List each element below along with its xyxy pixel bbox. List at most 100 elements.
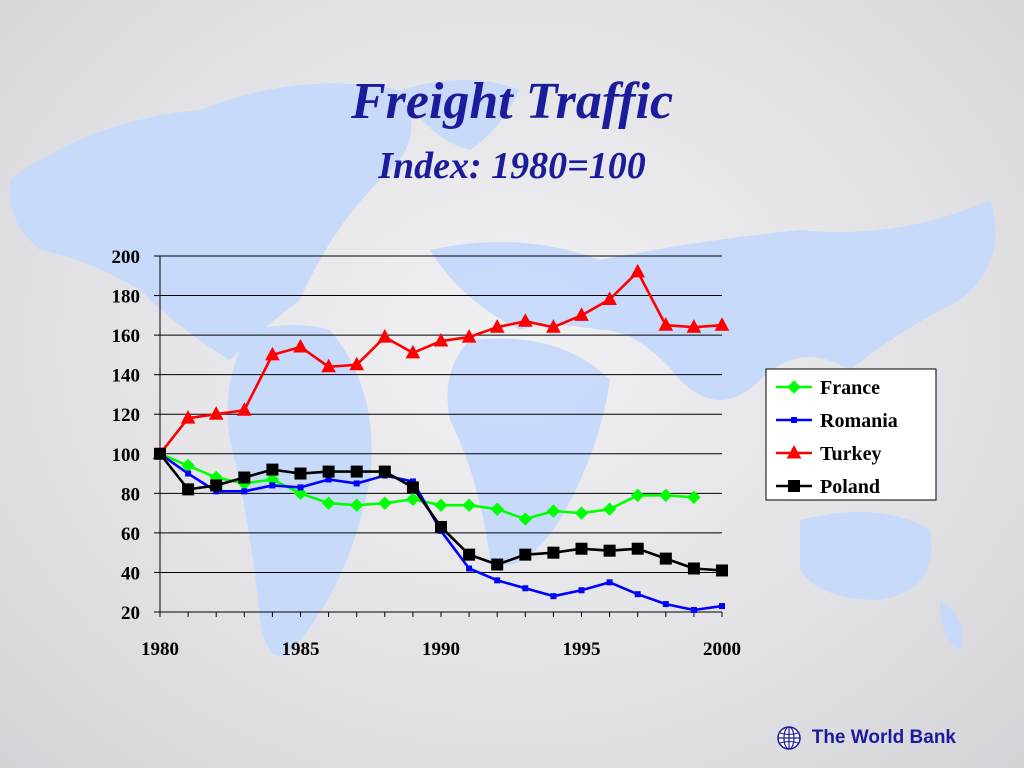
data-point-france bbox=[490, 502, 504, 516]
legend-label-poland: Poland bbox=[820, 476, 880, 498]
data-point-romania bbox=[466, 565, 473, 572]
y-tick-label: 20 bbox=[121, 603, 140, 624]
grid-lines bbox=[160, 255, 722, 613]
data-point-france bbox=[687, 490, 701, 504]
data-point-romania bbox=[550, 593, 557, 600]
data-point-poland bbox=[575, 542, 588, 555]
slide-subtitle: Index: 1980=100 bbox=[378, 145, 646, 187]
legend-marker-france bbox=[787, 380, 801, 394]
data-point-poland bbox=[266, 463, 279, 476]
data-point-turkey bbox=[236, 402, 252, 416]
data-point-poland bbox=[182, 483, 195, 496]
data-point-poland bbox=[519, 548, 532, 561]
y-tick-label: 160 bbox=[112, 326, 141, 347]
data-point-france bbox=[659, 488, 673, 503]
data-point-poland bbox=[547, 546, 560, 559]
data-point-france bbox=[518, 512, 533, 526]
data-point-france bbox=[462, 498, 476, 512]
data-point-romania bbox=[662, 601, 669, 608]
y-tick-label: 200 bbox=[112, 247, 141, 268]
data-point-poland bbox=[435, 520, 447, 533]
continent-shape bbox=[430, 200, 996, 400]
data-point-turkey bbox=[489, 319, 505, 333]
data-point-poland bbox=[406, 481, 419, 494]
y-tick-label: 80 bbox=[121, 484, 140, 505]
data-point-romania bbox=[634, 591, 641, 598]
data-point-poland bbox=[716, 564, 728, 577]
data-point-france bbox=[293, 486, 308, 501]
data-point-turkey bbox=[461, 329, 477, 343]
data-point-romania bbox=[522, 585, 529, 592]
legend: France Romania Turkey Poland bbox=[765, 368, 937, 501]
continent-shape bbox=[9, 83, 412, 361]
data-point-france bbox=[349, 498, 364, 512]
data-point-turkey bbox=[377, 329, 393, 343]
data-point-romania bbox=[185, 470, 192, 477]
data-point-turkey bbox=[686, 319, 702, 333]
data-point-romania bbox=[353, 480, 360, 487]
footer-text: The World Bank bbox=[811, 727, 956, 748]
data-point-turkey bbox=[714, 317, 730, 331]
data-point-turkey bbox=[265, 346, 280, 361]
data-point-france bbox=[630, 488, 645, 503]
data-point-poland bbox=[631, 542, 644, 555]
legend-label-turkey: Turkey bbox=[820, 443, 882, 465]
data-point-turkey bbox=[546, 319, 561, 333]
data-point-poland bbox=[603, 544, 616, 557]
data-point-france bbox=[574, 506, 589, 520]
data-point-turkey bbox=[574, 307, 589, 321]
continent-shape bbox=[400, 80, 520, 150]
data-point-france bbox=[602, 502, 617, 516]
data-point-romania bbox=[719, 603, 725, 610]
y-tick-label: 180 bbox=[112, 287, 141, 308]
x-tick-label: 1985 bbox=[282, 639, 320, 660]
axes: 20 40 60 80 100 120 140 160 180 200 1980 1985 1990 19… bbox=[112, 247, 742, 660]
legend-marker-poland bbox=[788, 480, 800, 492]
data-point-romania bbox=[269, 482, 276, 489]
data-point-poland bbox=[154, 447, 166, 460]
data-point-romania bbox=[297, 484, 304, 491]
legend-marker-romania bbox=[791, 417, 797, 423]
data-point-poland bbox=[350, 465, 363, 478]
data-point-romania bbox=[690, 607, 697, 614]
data-point-poland bbox=[463, 548, 476, 561]
data-point-turkey bbox=[180, 410, 196, 424]
data-point-romania bbox=[494, 577, 501, 584]
data-point-turkey bbox=[602, 291, 617, 306]
data-point-romania bbox=[325, 476, 332, 483]
data-point-poland bbox=[659, 552, 672, 565]
data-point-poland bbox=[687, 562, 700, 575]
series-line-turkey bbox=[158, 270, 723, 455]
series-france bbox=[153, 447, 701, 526]
series-turkey bbox=[152, 263, 730, 460]
data-point-france bbox=[378, 496, 392, 510]
legend-label-france: France bbox=[820, 377, 880, 399]
data-point-turkey bbox=[658, 317, 674, 331]
y-tick-label: 140 bbox=[112, 366, 141, 387]
y-tick-label: 120 bbox=[112, 405, 141, 426]
data-point-france bbox=[434, 498, 448, 512]
y-tick-label: 60 bbox=[121, 524, 140, 545]
data-point-poland bbox=[294, 467, 307, 480]
data-point-france bbox=[406, 492, 420, 506]
legend-label-romania: Romania bbox=[820, 410, 898, 432]
data-series bbox=[152, 263, 730, 614]
data-point-turkey bbox=[517, 313, 533, 327]
data-point-turkey bbox=[630, 263, 646, 278]
globe-icon bbox=[776, 726, 801, 750]
y-tick-label: 100 bbox=[112, 445, 141, 466]
x-tick-label: 2000 bbox=[703, 639, 741, 660]
data-point-poland bbox=[322, 465, 335, 478]
data-point-turkey bbox=[321, 358, 336, 373]
series-poland bbox=[154, 447, 728, 577]
data-point-romania bbox=[241, 488, 248, 495]
x-tick-label: 1995 bbox=[563, 639, 601, 660]
data-point-romania bbox=[606, 579, 613, 586]
legend-box bbox=[765, 368, 937, 501]
data-point-poland bbox=[210, 479, 223, 492]
data-point-france bbox=[546, 504, 561, 518]
x-tick-label: 1990 bbox=[422, 639, 460, 660]
legend-marker-turkey bbox=[786, 444, 802, 459]
data-point-romania bbox=[578, 587, 585, 594]
